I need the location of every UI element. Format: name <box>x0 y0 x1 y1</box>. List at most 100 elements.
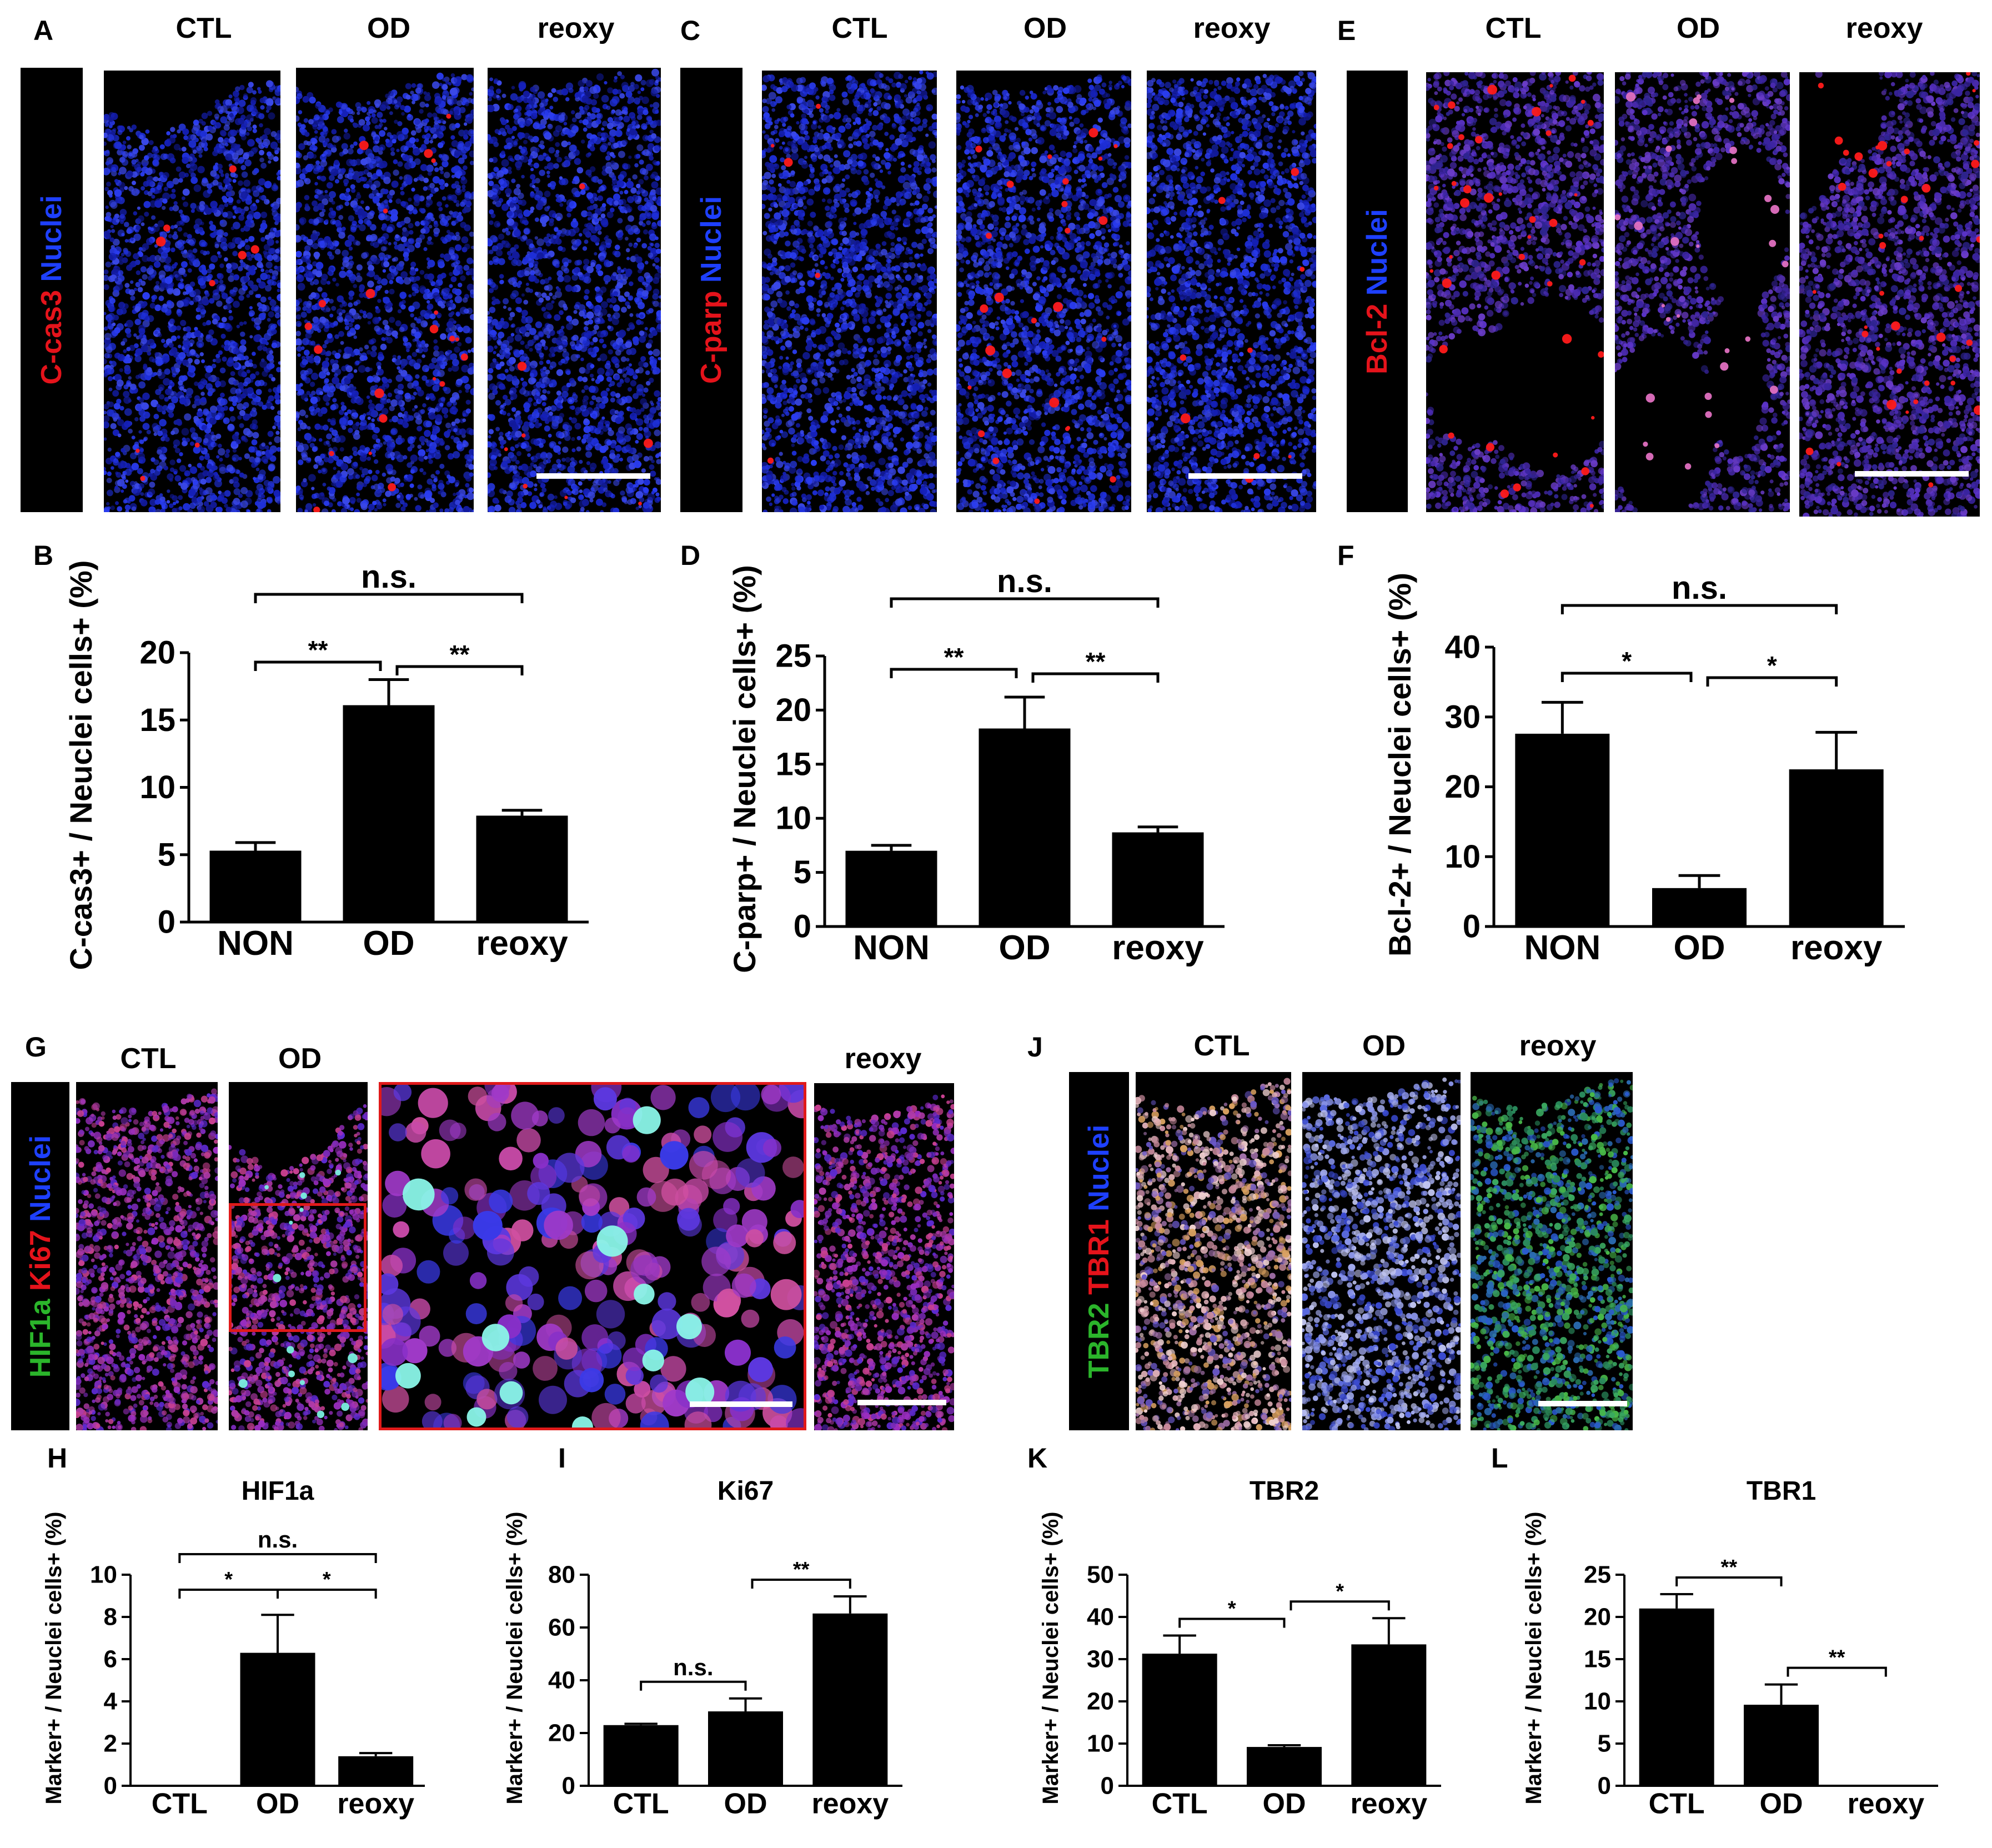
significance-label: ** <box>308 635 328 664</box>
stain-part: TBR2 <box>1083 1303 1115 1378</box>
micrograph-e-reoxy-image <box>1799 72 1980 517</box>
y-tick-label: 0 <box>1101 1772 1114 1800</box>
x-category-label: OD <box>1760 1787 1803 1820</box>
bar <box>1351 1644 1427 1786</box>
y-tick-label: 40 <box>1444 629 1481 665</box>
x-category-label: CTL <box>152 1787 208 1820</box>
col-label-e-od: OD <box>1615 14 1782 43</box>
chart-mark <box>254 660 382 671</box>
y-axis-label: Marker+ / Neuclei cells+ (%) <box>1522 1512 1546 1805</box>
chart-k: 0 10 20 30 40 50 CTL OD reoxy * * Marker+ / Neuclei… <box>1038 1476 1441 1820</box>
bar <box>1744 1705 1819 1786</box>
stain-strip-c: C-parp Nuclei <box>680 68 742 512</box>
x-category-label: reoxy <box>337 1787 414 1820</box>
x-category-label: reoxy <box>476 924 568 963</box>
chart-title: Ki67 <box>717 1476 774 1506</box>
stain-label-g: HIF1a Ki67 Nuclei <box>24 1135 57 1377</box>
chart-mark <box>890 597 1160 608</box>
significance-label: ** <box>1086 647 1106 676</box>
micrograph-e-od <box>1615 72 1790 512</box>
micrograph-g-od-zoom <box>379 1082 806 1430</box>
micrograph-c-reoxy <box>1147 71 1316 512</box>
y-tick-label: 20 <box>548 1720 575 1747</box>
error-bar <box>1764 1683 1798 1705</box>
micrograph-j-ctl-image <box>1136 1072 1291 1430</box>
significance-bracket: ** <box>890 643 1018 678</box>
bar <box>1142 1654 1217 1786</box>
stain-part: C-cas3 <box>36 290 68 385</box>
y-tick-label: 0 <box>158 904 175 940</box>
y-tick-label: 25 <box>1584 1561 1611 1589</box>
chart-mark <box>1031 672 1160 683</box>
error-bar <box>1372 1617 1406 1645</box>
chart-title: TBR2 <box>1250 1476 1319 1506</box>
stain-label-c: C-parp Nuclei <box>695 196 727 384</box>
significance-label: ** <box>1721 1556 1738 1579</box>
micrograph-e-ctl-image <box>1426 72 1604 512</box>
significance-bracket: ** <box>1031 647 1160 683</box>
bar <box>476 815 568 922</box>
micrograph-j-ctl <box>1136 1072 1291 1430</box>
error-bar <box>1678 874 1720 888</box>
col-label-c-od: OD <box>962 14 1128 43</box>
y-axis-label: Bcl-2+ / Neuclei cells+ (%) <box>1382 573 1417 956</box>
scale-bar-g <box>857 1400 946 1405</box>
stain-part: Bcl-2 <box>1361 303 1393 374</box>
error-bar <box>1815 730 1858 770</box>
micrograph-j-od <box>1302 1072 1461 1430</box>
significance-label: n.s. <box>258 1526 298 1552</box>
chart-h: 0 2 4 6 8 10 CTL OD reoxy * * n.s. Marker+ / Neuclei… <box>42 1476 425 1820</box>
y-tick-label: 8 <box>104 1604 117 1631</box>
micrograph-g-od-image <box>229 1082 368 1430</box>
stain-strip-a: C-cas3 Nuclei <box>21 68 83 512</box>
stain-strip-g: HIF1a Ki67 Nuclei <box>11 1082 69 1430</box>
y-tick-label: 20 <box>1584 1604 1611 1631</box>
significance-bracket: ** <box>395 640 524 675</box>
error-bar <box>834 1595 867 1614</box>
significance-label: * <box>224 1568 233 1591</box>
significance-label: n.s. <box>673 1654 713 1680</box>
x-category-label: OD <box>999 929 1051 967</box>
micrograph-g-od <box>229 1082 368 1430</box>
y-tick-label: 20 <box>1444 769 1481 805</box>
y-tick-label: 5 <box>794 854 811 890</box>
col-label-a-reoxy: reoxy <box>493 14 659 43</box>
chart-l: 0 5 10 15 20 25 CTL OD reoxy ** ** Marker+ / Neucle… <box>1522 1476 1938 1820</box>
y-tick-label: 4 <box>104 1688 118 1715</box>
significance-bracket: * <box>277 1568 377 1599</box>
panel-letter-e: E <box>1337 17 1356 44</box>
panel-letter-d: D <box>680 542 700 569</box>
x-category-label: NON <box>217 924 294 963</box>
error-bar <box>1541 700 1583 734</box>
significance-label: ** <box>944 643 964 672</box>
chart-b: 0 5 10 15 20 NON OD reoxy ** ** n.s. C-cas3+ / Neuc… <box>63 559 589 970</box>
panel-letter-i: I <box>558 1444 566 1472</box>
stain-part: TBR1 <box>1083 1219 1115 1303</box>
col-label-g-ctl: CTL <box>65 1044 232 1073</box>
significance-label: ** <box>450 640 470 669</box>
bar <box>1112 832 1204 926</box>
stain-part: Nuclei <box>1083 1124 1115 1219</box>
y-tick-label: 0 <box>1463 909 1481 945</box>
chart-mark <box>1178 1617 1286 1628</box>
error-bar <box>359 1752 393 1756</box>
error-bar <box>624 1722 658 1725</box>
col-label-e-reoxy: reoxy <box>1801 14 1968 43</box>
y-axis-label: Marker+ / Neuclei cells+ (%) <box>42 1512 66 1805</box>
scale-bar-a <box>536 473 650 479</box>
micrograph-a-od <box>296 68 474 512</box>
y-tick-label: 10 <box>1087 1730 1114 1757</box>
x-category-label: CTL <box>1152 1787 1208 1820</box>
x-category-label: NON <box>1524 929 1600 967</box>
bar <box>1652 888 1747 926</box>
panel-letter-b: B <box>33 542 53 569</box>
y-tick-label: 2 <box>104 1730 117 1757</box>
scale-bar-c <box>1188 473 1302 479</box>
micrograph-j-od-image <box>1302 1072 1461 1430</box>
col-label-j-od: OD <box>1301 1031 1467 1060</box>
micrograph-c-reoxy-image <box>1147 71 1316 512</box>
y-tick-label: 50 <box>1087 1561 1114 1589</box>
y-tick-label: 40 <box>548 1667 575 1694</box>
y-tick-label: 10 <box>775 800 811 837</box>
